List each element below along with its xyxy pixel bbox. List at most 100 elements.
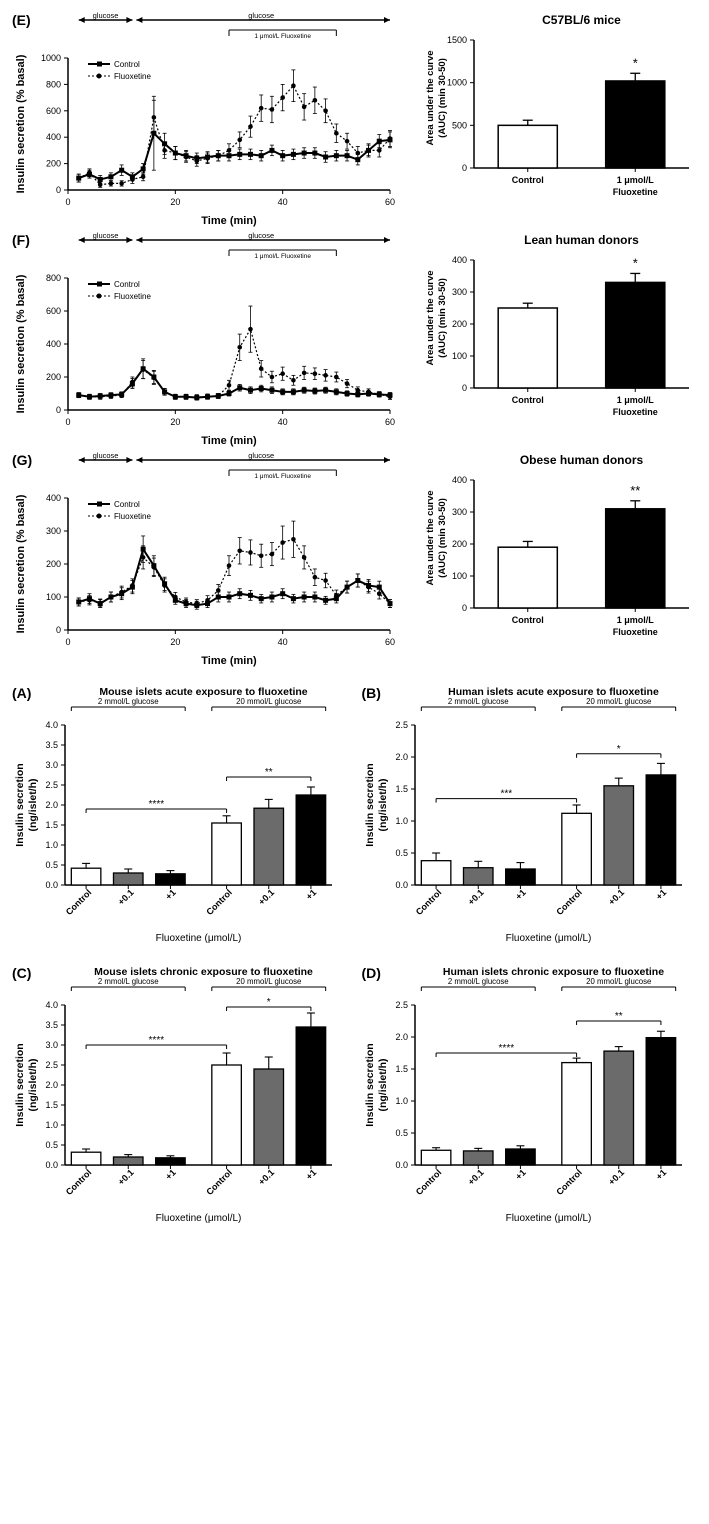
svg-text:+1: +1 [513,887,527,901]
svg-text:(AUC) (min 30-50): (AUC) (min 30-50) [437,498,448,578]
svg-text:Fluoxetine: Fluoxetine [613,407,658,417]
svg-text:Fluoxetine: Fluoxetine [114,292,151,301]
svg-text:Insulin secretion (% basal): Insulin secretion (% basal) [15,54,27,193]
svg-text:60: 60 [385,197,395,207]
svg-text:4.0: 4.0 [45,1000,58,1010]
svg-text:2.0: 2.0 [395,752,408,762]
svg-text:Area under the curve: Area under the curve [425,490,436,585]
svg-text:*: * [633,55,638,70]
svg-text:1 μmol/L: 1 μmol/L [617,615,655,625]
svg-text:Insulin secretion (% basal): Insulin secretion (% basal) [15,274,27,413]
timecourse-chart: 01002003004000204060Time (min)Insulin se… [10,450,400,670]
svg-text:Fluoxetine: Fluoxetine [613,187,658,197]
timecourse-chart: 020040060080010000204060Time (min)Insuli… [10,10,400,230]
svg-text:2 mmol/L glucose: 2 mmol/L glucose [447,977,508,986]
grouped-bar-chart: Mouse islets acute exposure to fluoxetin… [10,685,350,945]
svg-text:20: 20 [170,637,180,647]
svg-text:3.0: 3.0 [45,760,58,770]
panel-a: (A)Mouse islets acute exposure to fluoxe… [10,685,350,945]
svg-text:40: 40 [278,197,288,207]
svg-text:0: 0 [65,637,70,647]
panel-label: (B) [362,685,381,701]
svg-text:400: 400 [452,255,467,265]
panel-label: (F) [12,232,30,248]
panel-label: (E) [12,12,31,28]
svg-text:+0.1: +0.1 [116,1167,136,1187]
svg-text:0: 0 [462,603,467,613]
svg-text:+1: +1 [654,887,668,901]
svg-text:2.0: 2.0 [45,1080,58,1090]
svg-text:Fluoxetine (μmol/L): Fluoxetine (μmol/L) [156,933,242,944]
svg-text:0: 0 [56,625,61,635]
svg-text:glucose: glucose [93,11,119,20]
svg-text:Control: Control [554,1167,584,1197]
svg-text:200: 200 [46,372,61,382]
svg-text:*: * [616,744,620,755]
svg-text:20 mmol/L glucose: 20 mmol/L glucose [586,977,651,986]
svg-text:Insulin secretion: Insulin secretion [364,763,376,846]
svg-text:(ng/islet/h): (ng/islet/h) [27,1058,39,1111]
svg-text:****: **** [498,1043,514,1054]
svg-text:Fluoxetine: Fluoxetine [613,627,658,637]
svg-text:0: 0 [56,405,61,415]
svg-text:200: 200 [452,319,467,329]
svg-text:+0.1: +0.1 [466,1167,486,1187]
svg-text:*: * [267,997,271,1008]
svg-text:Insulin secretion (% basal): Insulin secretion (% basal) [15,494,27,633]
svg-text:1000: 1000 [41,53,61,63]
svg-text:40: 40 [278,637,288,647]
svg-text:+0.1: +0.1 [466,887,486,907]
svg-text:1.0: 1.0 [45,840,58,850]
svg-text:40: 40 [278,417,288,427]
svg-text:Control: Control [204,887,234,917]
svg-text:1 μmol/L: 1 μmol/L [617,395,655,405]
svg-text:Area under the curve: Area under the curve [425,50,436,145]
svg-text:Lean human donors: Lean human donors [524,233,639,247]
svg-text:1.0: 1.0 [395,1096,408,1106]
svg-text:2 mmol/L glucose: 2 mmol/L glucose [98,977,159,986]
svg-text:Area under the curve: Area under the curve [425,270,436,365]
svg-text:****: **** [149,1035,165,1046]
svg-text:0.5: 0.5 [45,1140,58,1150]
grouped-bar-chart: Human islets acute exposure to fluoxetin… [360,685,700,945]
svg-text:0: 0 [462,163,467,173]
svg-text:glucose: glucose [248,11,274,20]
svg-text:Fluoxetine (μmol/L): Fluoxetine (μmol/L) [505,1213,591,1224]
svg-text:**: ** [614,1011,622,1022]
svg-text:Control: Control [413,887,443,917]
svg-text:1500: 1500 [447,35,467,45]
svg-text:Control: Control [512,175,544,185]
svg-text:(AUC) (min 30-50): (AUC) (min 30-50) [437,278,448,358]
svg-text:2 mmol/L glucose: 2 mmol/L glucose [447,697,508,706]
svg-text:glucose: glucose [248,451,274,460]
svg-text:Insulin secretion: Insulin secretion [14,1043,26,1126]
svg-text:+0.1: +0.1 [257,1167,277,1187]
svg-text:Fluoxetine: Fluoxetine [114,72,151,81]
svg-text:0: 0 [462,383,467,393]
svg-text:20: 20 [170,417,180,427]
svg-text:0.0: 0.0 [45,1160,58,1170]
svg-text:***: *** [500,789,512,800]
svg-text:20 mmol/L glucose: 20 mmol/L glucose [236,697,301,706]
svg-text:200: 200 [46,559,61,569]
svg-text:100: 100 [46,592,61,602]
svg-text:Fluoxetine: Fluoxetine [114,512,151,521]
svg-text:0.0: 0.0 [395,880,408,890]
svg-text:Control: Control [204,1167,234,1197]
svg-text:600: 600 [46,306,61,316]
svg-text:Insulin secretion: Insulin secretion [14,763,26,846]
svg-text:glucose: glucose [93,451,119,460]
auc-bar-chart: Lean human donors0100200300400Area under… [419,230,699,430]
svg-text:1000: 1000 [447,78,467,88]
svg-text:(ng/islet/h): (ng/islet/h) [27,778,39,831]
svg-text:300: 300 [452,507,467,517]
svg-text:3.0: 3.0 [45,1040,58,1050]
svg-text:0.5: 0.5 [395,848,408,858]
svg-text:(AUC) (min 30-50): (AUC) (min 30-50) [437,58,448,138]
svg-text:0.5: 0.5 [45,860,58,870]
svg-text:0.5: 0.5 [395,1128,408,1138]
svg-text:4.0: 4.0 [45,720,58,730]
svg-text:100: 100 [452,351,467,361]
svg-text:3.5: 3.5 [45,740,58,750]
svg-text:400: 400 [46,132,61,142]
